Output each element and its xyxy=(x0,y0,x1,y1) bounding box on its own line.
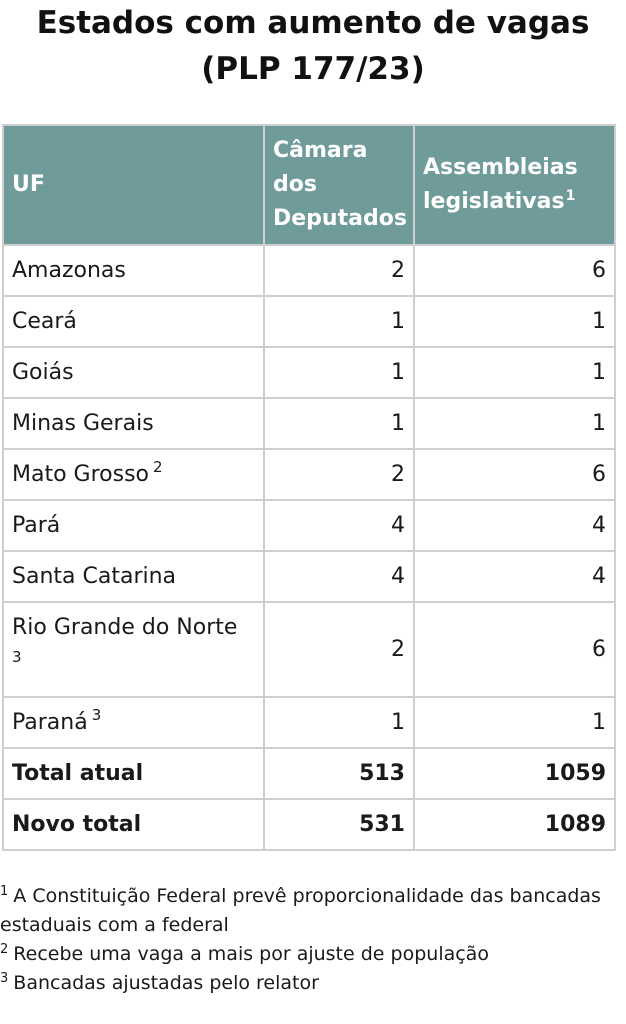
camara-cell: 1 xyxy=(263,397,415,450)
uf-footnote-mark: 3 xyxy=(91,706,102,725)
vacancies-table: UF Câmara dos Deputados Assembleias legi… xyxy=(2,124,616,851)
footnote: 2 Recebe uma vaga a mais por ajuste de po… xyxy=(0,940,620,969)
total-row: Novo total 531 1089 xyxy=(2,798,616,851)
table-header-row: UF Câmara dos Deputados Assembleias legi… xyxy=(2,124,616,246)
uf-cell: Goiás xyxy=(2,346,265,399)
assembleias-cell: 6 xyxy=(413,448,616,501)
uf-label: Rio Grande do Norte xyxy=(12,615,238,640)
total-camara: 513 xyxy=(263,747,415,800)
footnote-text: Bancadas ajustadas pelo relator xyxy=(13,972,319,994)
header-assembleias: Assembleias legislativas1 xyxy=(413,124,616,246)
table-row: Santa Catarina 4 4 xyxy=(2,550,616,603)
footnote-text: A Constituição Federal prevê proporciona… xyxy=(0,885,601,936)
camara-cell: 1 xyxy=(263,696,415,749)
uf-cell: Minas Gerais xyxy=(2,397,265,450)
uf-cell: Amazonas xyxy=(2,244,265,297)
camara-cell: 4 xyxy=(263,550,415,603)
camara-cell: 4 xyxy=(263,499,415,552)
table-row: Rio Grande do Norte 3 2 6 xyxy=(2,601,616,698)
camara-cell: 2 xyxy=(263,601,415,698)
header-assembleias-label: Assembleias legislativas xyxy=(423,155,578,214)
assembleias-cell: 1 xyxy=(413,696,616,749)
title-line-2: (PLP 177/23) xyxy=(201,51,425,87)
uf-cell: Mato Grosso 2 xyxy=(2,448,265,501)
camara-cell: 2 xyxy=(263,244,415,297)
assembleias-cell: 1 xyxy=(413,346,616,399)
total-label: Novo total xyxy=(2,798,265,851)
assembleias-cell: 1 xyxy=(413,397,616,450)
uf-cell: Santa Catarina xyxy=(2,550,265,603)
table-row: Minas Gerais 1 1 xyxy=(2,397,616,450)
table-row: Ceará 1 1 xyxy=(2,295,616,348)
uf-cell: Rio Grande do Norte 3 xyxy=(2,601,265,698)
table-row: Pará 4 4 xyxy=(2,499,616,552)
assembleias-cell: 4 xyxy=(413,550,616,603)
header-uf: UF xyxy=(2,124,265,246)
total-camara: 531 xyxy=(263,798,415,851)
total-row: Total atual 513 1059 xyxy=(2,747,616,800)
uf-cell: Pará xyxy=(2,499,265,552)
uf-label: Mato Grosso xyxy=(12,461,149,487)
camara-cell: 1 xyxy=(263,346,415,399)
header-footnote-mark: 1 xyxy=(565,187,576,204)
assembleias-cell: 6 xyxy=(413,601,616,698)
uf-footnote-mark: 2 xyxy=(153,458,163,477)
assembleias-cell: 6 xyxy=(413,244,616,297)
footnote-mark: 3 xyxy=(0,970,9,986)
header-camara: Câmara dos Deputados xyxy=(263,124,415,246)
footnote-mark: 1 xyxy=(0,883,9,899)
total-label: Total atual xyxy=(2,747,265,800)
assembleias-cell: 4 xyxy=(413,499,616,552)
assembleias-cell: 1 xyxy=(413,295,616,348)
footnote-text: Recebe uma vaga a mais por ajuste de pop… xyxy=(13,943,489,965)
total-assembleias: 1089 xyxy=(413,798,616,851)
footnote: 3 Bancadas ajustadas pelo relator xyxy=(0,969,620,998)
table-row: Paraná 3 1 1 xyxy=(2,696,616,749)
page-title: Estados com aumento de vagas (PLP 177/23… xyxy=(0,0,626,92)
table-row: Goiás 1 1 xyxy=(2,346,616,399)
footnote-mark: 2 xyxy=(0,941,9,957)
camara-cell: 2 xyxy=(263,448,415,501)
uf-cell: Ceará xyxy=(2,295,265,348)
uf-footnote-mark: 3 xyxy=(12,648,22,666)
total-assembleias: 1059 xyxy=(413,747,616,800)
camara-cell: 1 xyxy=(263,295,415,348)
table-row: Amazonas 2 6 xyxy=(2,244,616,297)
table-row: Mato Grosso 2 2 6 xyxy=(2,448,616,501)
uf-label: Paraná xyxy=(12,709,88,735)
title-line-1: Estados com aumento de vagas xyxy=(36,5,590,41)
uf-cell: Paraná 3 xyxy=(2,696,265,749)
